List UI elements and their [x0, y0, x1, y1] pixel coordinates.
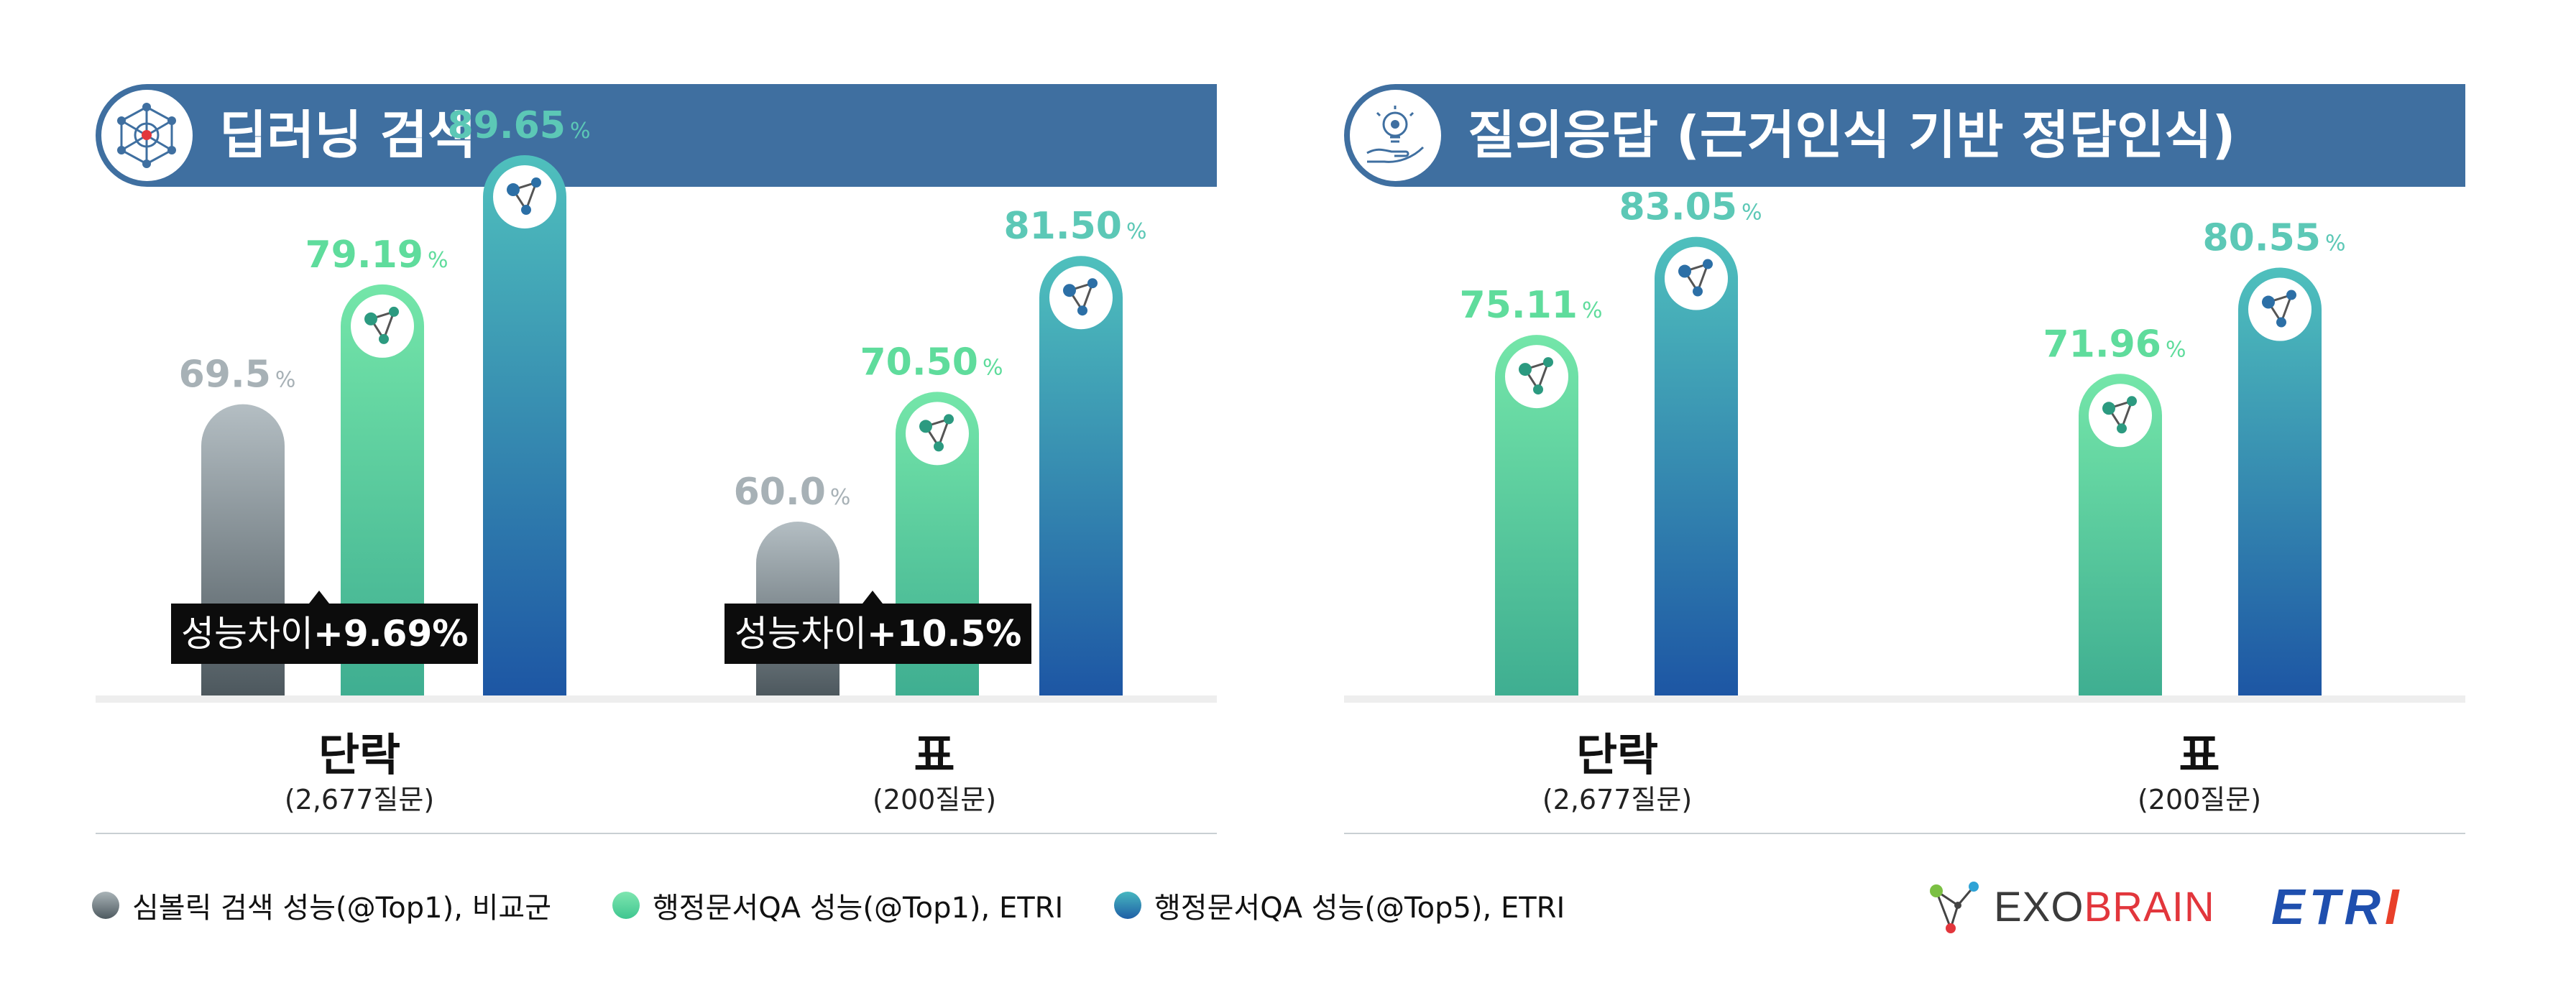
- bar: [2079, 374, 2162, 695]
- legend-label: 행정문서QA 성능(@Top1), ETRI: [653, 892, 1064, 925]
- category-subtitle: (200질문): [2137, 784, 2262, 815]
- network-badge-icon: [2089, 384, 2152, 448]
- etri-logo: ETRI: [2271, 879, 2404, 935]
- data-label: 83.05%: [1619, 186, 1762, 229]
- panel-title-banner: 질의응답 (근거인식 기반 정답인식): [1344, 84, 2465, 187]
- data-label: 60.0%: [734, 471, 851, 514]
- network-badge-icon: [493, 165, 556, 229]
- bar: [1039, 256, 1123, 695]
- exobrain-mark-icon: [1930, 882, 1979, 933]
- network-badge-icon: [1049, 266, 1113, 330]
- category-label: 표: [914, 729, 955, 781]
- data-label: 75.11%: [1460, 284, 1603, 327]
- data-label: 71.96%: [2043, 323, 2186, 366]
- bar-chart-qa: 75.11 % 83.05 % 71.96 % 80.55%: [1344, 186, 2465, 834]
- legend-item: 행정문서QA 성능(@Top5), ETRI: [1114, 884, 1565, 927]
- callout-arrow: [862, 591, 883, 604]
- network-badge-icon: [1665, 246, 1728, 310]
- baseline: [1344, 695, 2465, 703]
- panel-title-banner: 딥러닝 검색: [96, 84, 1217, 187]
- panel-title: 질의응답 (근거인식 기반 정답인식): [1468, 105, 2236, 165]
- lightbulb-hand-icon: [1350, 90, 1441, 181]
- legend-label: 심볼릭 검색 성능(@Top1), 비교군: [132, 892, 552, 925]
- data-label: 80.55%: [2203, 217, 2346, 260]
- baseline: [96, 695, 1217, 703]
- network-badge-icon: [2248, 277, 2312, 341]
- bar: [2238, 267, 2322, 695]
- category-label: 단락: [1576, 729, 1659, 781]
- bar: [341, 284, 424, 695]
- category-label: 단락: [318, 729, 401, 781]
- legend-label: 행정문서QA 성능(@Top5), ETRI: [1154, 892, 1565, 925]
- category-subtitle: (2,677질문): [1542, 784, 1693, 815]
- data-label: 79.19%: [305, 234, 448, 277]
- neural-network-icon: [101, 90, 193, 181]
- chart-panel-deep-search: 딥러닝 검색 69.5% 79.19% 89.65% 60.0% 70.50% 81.50…: [0, 0, 1265, 862]
- bar: [1655, 236, 1738, 695]
- legend-item: 심볼릭 검색 성능(@Top1), 비교군: [92, 884, 551, 927]
- performance-diff-callout: 성능차이+10.5%: [724, 604, 1032, 664]
- panel-title: 딥러닝 검색: [219, 105, 476, 165]
- chart-panel-qa: 질의응답 (근거인식 기반 정답인식) 75.11% 83.05% 71.96% 80…: [1344, 0, 2576, 862]
- category-subtitle: (2,677질문): [284, 784, 435, 815]
- data-label: 89.65%: [448, 104, 591, 147]
- bar: [483, 155, 566, 695]
- category-label: 표: [2179, 729, 2220, 781]
- legend-item: 행정문서QA 성능(@Top1), ETRI: [612, 884, 1063, 927]
- network-badge-icon: [906, 402, 969, 466]
- data-label: 70.50%: [860, 341, 1003, 384]
- legend-swatch: [612, 892, 640, 919]
- performance-diff-callout: 성능차이+9.69%: [171, 604, 479, 664]
- data-label: 69.5%: [179, 353, 296, 397]
- network-badge-icon: [351, 294, 414, 358]
- legend-swatch: [1114, 892, 1141, 919]
- bar: [1495, 335, 1578, 695]
- callout-arrow: [309, 591, 329, 604]
- exobrain-logo: EXOBRAIN: [1926, 878, 2215, 935]
- category-subtitle: (200질문): [872, 784, 997, 815]
- exobrain-wordmark: EXOBRAIN: [1994, 883, 2215, 930]
- network-badge-icon: [1505, 345, 1568, 409]
- legend-swatch: [92, 892, 119, 919]
- data-label: 81.50%: [1004, 205, 1147, 248]
